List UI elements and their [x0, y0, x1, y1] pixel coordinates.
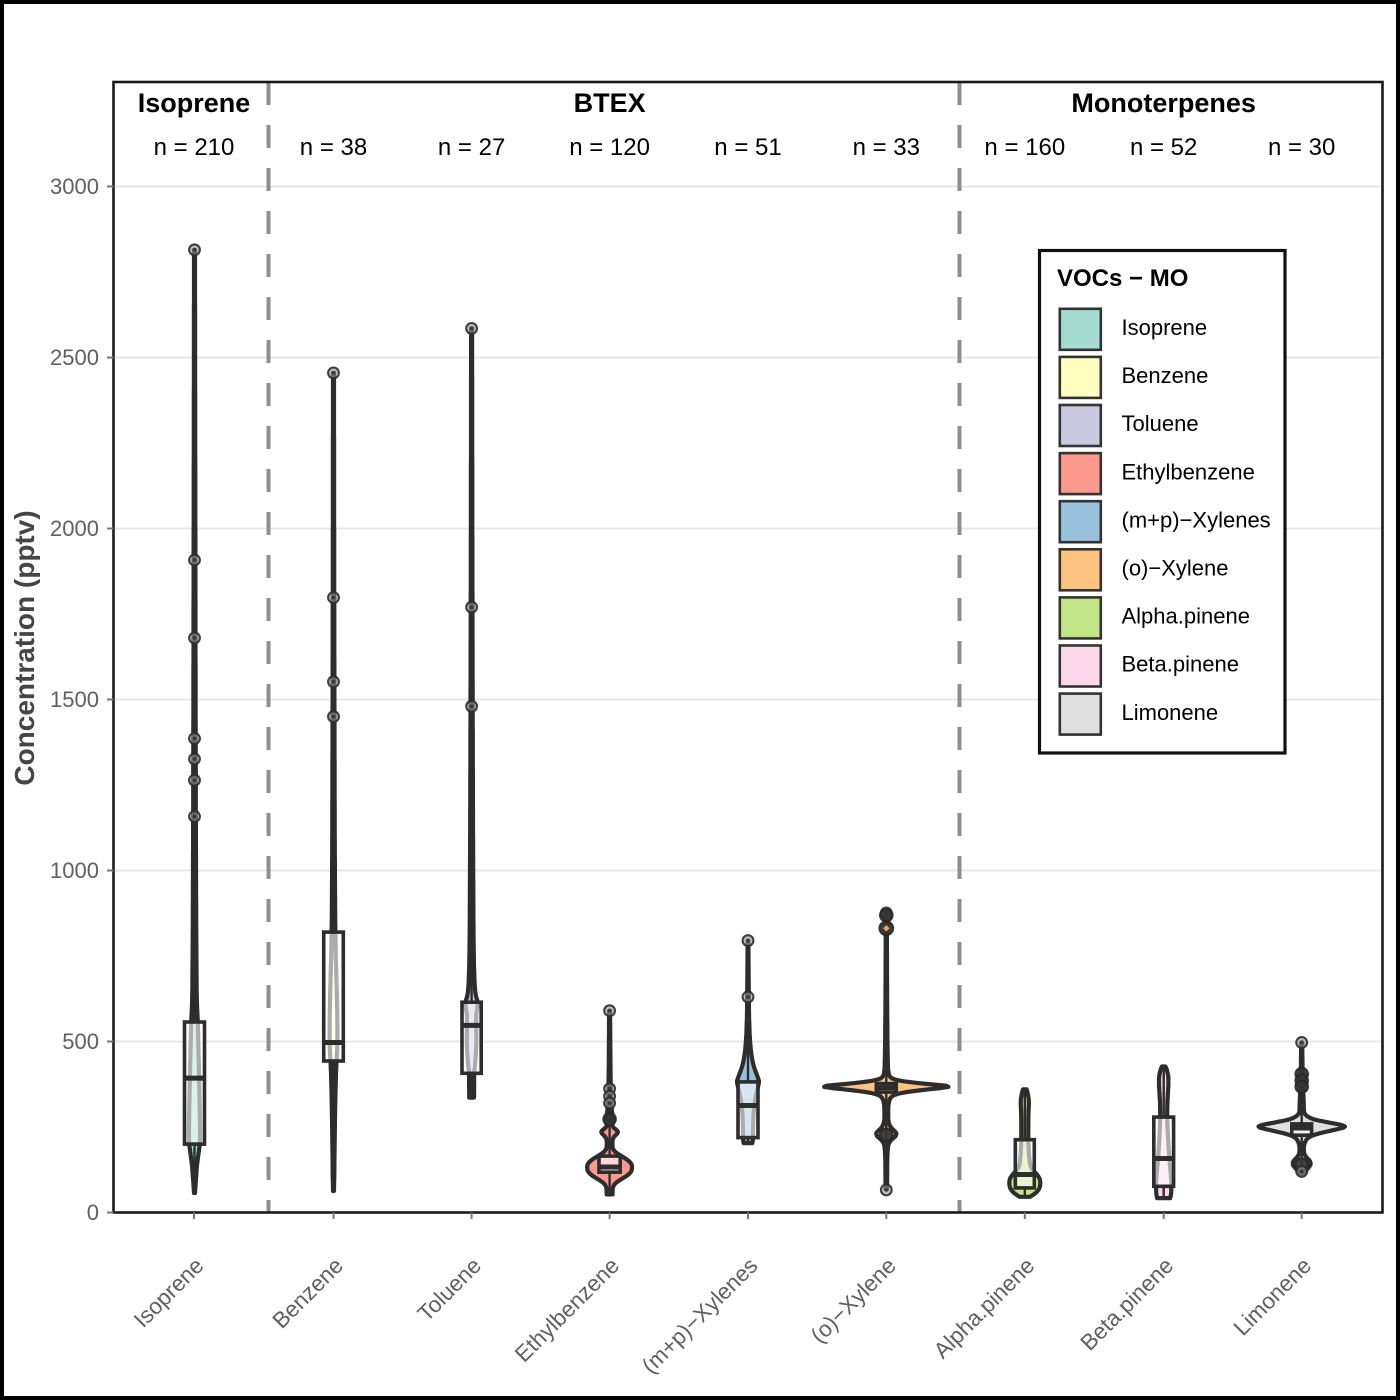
- svg-text:Concentration (pptv): Concentration (pptv): [9, 510, 40, 785]
- svg-text:n = 52: n = 52: [1130, 134, 1197, 161]
- svg-text:Isoprene: Isoprene: [138, 88, 251, 118]
- svg-text:n = 27: n = 27: [438, 134, 505, 161]
- svg-text:1000: 1000: [50, 858, 99, 883]
- svg-text:Isoprene: Isoprene: [1122, 315, 1208, 340]
- svg-text:VOCs − MO: VOCs − MO: [1057, 265, 1188, 292]
- svg-text:3000: 3000: [50, 174, 99, 199]
- svg-text:Ethylbenzene: Ethylbenzene: [1122, 459, 1255, 484]
- svg-text:2500: 2500: [50, 345, 99, 370]
- svg-text:n = 38: n = 38: [300, 134, 367, 161]
- svg-text:BTEX: BTEX: [574, 88, 646, 118]
- svg-text:n = 30: n = 30: [1268, 134, 1335, 161]
- svg-text:n = 210: n = 210: [154, 134, 235, 161]
- svg-text:Limonene: Limonene: [1122, 700, 1219, 725]
- svg-text:0: 0: [87, 1200, 99, 1225]
- svg-text:Alpha.pinene: Alpha.pinene: [1122, 604, 1250, 629]
- svg-text:(m+p)−Xylenes: (m+p)−Xylenes: [1122, 507, 1271, 532]
- svg-text:n = 120: n = 120: [569, 134, 650, 161]
- svg-text:n = 51: n = 51: [714, 134, 781, 161]
- svg-text:(o)−Xylene: (o)−Xylene: [1122, 556, 1229, 581]
- svg-text:Benzene: Benzene: [1122, 363, 1209, 388]
- svg-text:n = 160: n = 160: [984, 134, 1065, 161]
- svg-text:Monoterpenes: Monoterpenes: [1071, 88, 1256, 118]
- svg-text:n = 33: n = 33: [853, 134, 920, 161]
- svg-text:Beta.pinene: Beta.pinene: [1122, 652, 1239, 677]
- svg-text:500: 500: [62, 1029, 99, 1054]
- svg-text:1500: 1500: [50, 687, 99, 712]
- svg-text:2000: 2000: [50, 516, 99, 541]
- svg-text:Toluene: Toluene: [1122, 411, 1199, 436]
